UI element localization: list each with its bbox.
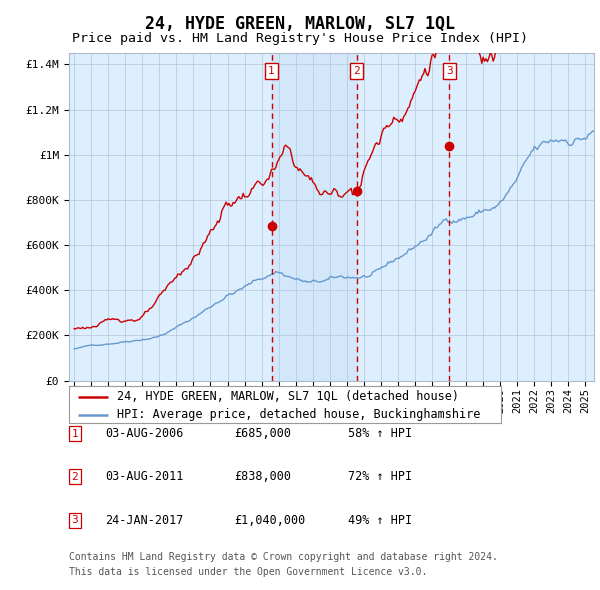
Text: £838,000: £838,000 (234, 470, 291, 483)
Text: Contains HM Land Registry data © Crown copyright and database right 2024.: Contains HM Land Registry data © Crown c… (69, 552, 498, 562)
Text: 72% ↑ HPI: 72% ↑ HPI (348, 470, 412, 483)
Text: 3: 3 (446, 66, 452, 76)
Bar (272, 53, 357, 381)
Text: 3: 3 (71, 516, 79, 525)
Text: 2: 2 (353, 66, 360, 76)
Text: Price paid vs. HM Land Registry's House Price Index (HPI): Price paid vs. HM Land Registry's House … (72, 32, 528, 45)
Text: 58% ↑ HPI: 58% ↑ HPI (348, 427, 412, 440)
Text: HPI: Average price, detached house, Buckinghamshire: HPI: Average price, detached house, Buck… (116, 408, 480, 421)
Text: 1: 1 (268, 66, 275, 76)
Text: 03-AUG-2006: 03-AUG-2006 (105, 427, 184, 440)
Text: 1: 1 (71, 429, 79, 438)
Text: 49% ↑ HPI: 49% ↑ HPI (348, 514, 412, 527)
Text: 24, HYDE GREEN, MARLOW, SL7 1QL: 24, HYDE GREEN, MARLOW, SL7 1QL (145, 15, 455, 33)
Text: 2: 2 (71, 472, 79, 481)
Text: 24-JAN-2017: 24-JAN-2017 (105, 514, 184, 527)
Text: £685,000: £685,000 (234, 427, 291, 440)
Text: £1,040,000: £1,040,000 (234, 514, 305, 527)
Text: 03-AUG-2011: 03-AUG-2011 (105, 470, 184, 483)
Text: 24, HYDE GREEN, MARLOW, SL7 1QL (detached house): 24, HYDE GREEN, MARLOW, SL7 1QL (detache… (116, 390, 458, 403)
Text: This data is licensed under the Open Government Licence v3.0.: This data is licensed under the Open Gov… (69, 567, 427, 577)
